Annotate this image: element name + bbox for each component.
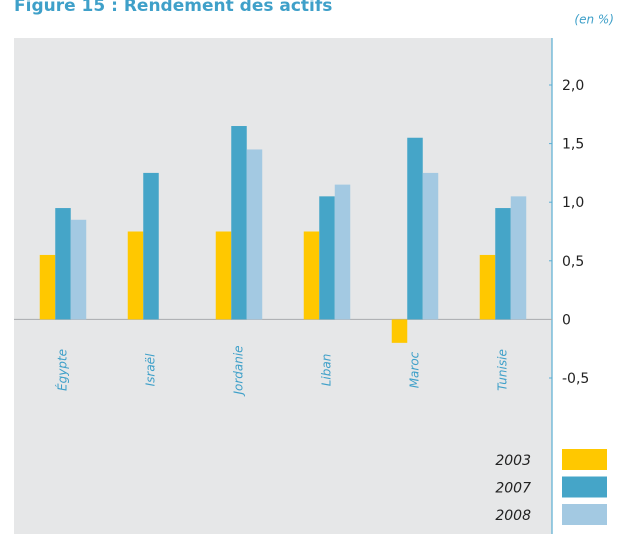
x-tick-label: Liban [320,354,334,387]
legend-label: 2008 [495,508,531,524]
x-tick-label: Tunisie [496,349,510,391]
bar [215,231,232,320]
bar [246,149,263,320]
bar [55,208,71,320]
chart-title: Figure 15 : Rendement des actifs [14,0,332,16]
y-tick-label: 0,5 [562,254,584,270]
bar [510,196,527,320]
bar [422,172,439,320]
bar [479,254,496,320]
bar [143,172,159,320]
bar [407,137,423,320]
bar [334,184,351,320]
bar [391,319,408,343]
bar [39,254,56,320]
x-tick-label: Égypte [55,349,70,391]
unit-label: (en %) [574,13,614,27]
bar [231,126,247,320]
bar [303,231,320,320]
x-tick-label: Jordanie [232,345,246,396]
bar [495,208,511,320]
x-tick-label: Israël [144,353,158,386]
y-tick-label: 1,5 [562,137,584,153]
legend-swatch [562,449,607,470]
plot-background [14,38,552,534]
y-tick-label: 1,0 [562,195,584,211]
bar [319,196,335,320]
bar [127,231,144,320]
x-tick-label: Maroc [408,351,422,388]
bar [70,219,87,320]
legend-label: 2007 [495,481,531,497]
y-tick-label: 0 [562,312,571,328]
legend-swatch [562,476,607,498]
y-tick-label: 2,0 [562,78,584,94]
legend-label: 2003 [495,453,531,469]
legend-swatch [562,504,607,525]
y-tick-label: -0,5 [562,371,589,387]
